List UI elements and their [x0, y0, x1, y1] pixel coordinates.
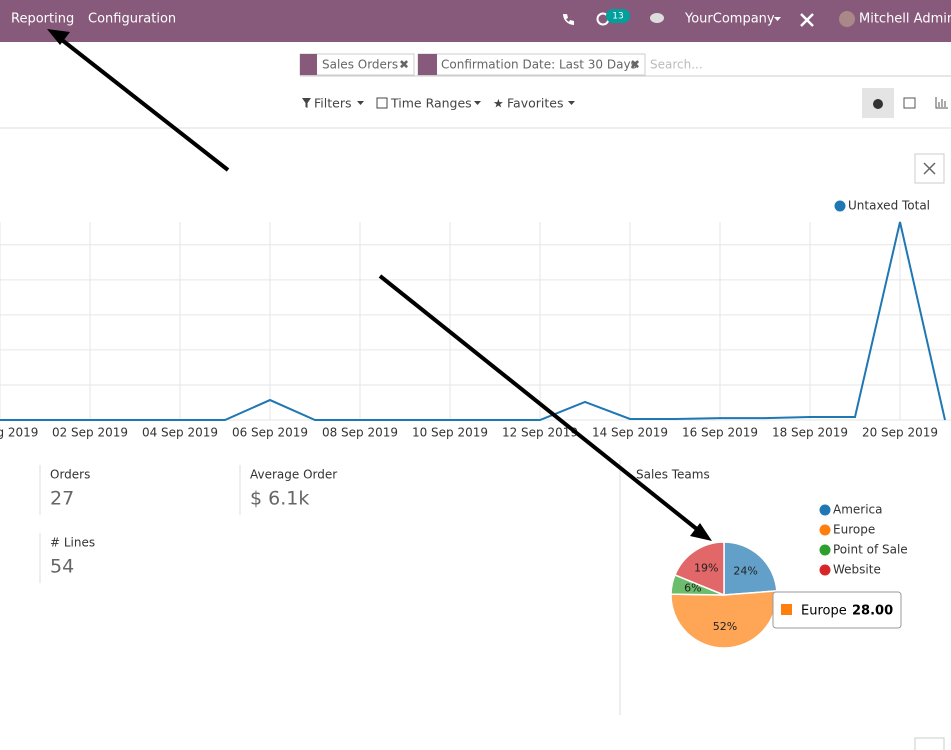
arrow [378, 274, 700, 532]
annotations [47, 29, 712, 541]
avatar[interactable] [839, 11, 855, 27]
slice-label: 19% [694, 562, 718, 575]
kpi-label: Average Order [250, 468, 337, 482]
x-tick-label: 20 Sep 2019 [862, 426, 938, 440]
x-tick-label: 10 Sep 2019 [412, 426, 488, 440]
x-tick-label: 16 Sep 2019 [682, 426, 758, 440]
plots: 31 Aug 2019 02 Sep 2019 04 Sep 2019 06 Sep … [0, 199, 951, 649]
filter-button[interactable]: Time Ranges [390, 96, 472, 111]
legend-label: Untaxed Total [848, 199, 930, 213]
x-tick-label: 04 Sep 2019 [142, 426, 218, 440]
company[interactable]: YourCompany [684, 12, 775, 27]
menu-item[interactable]: Reporting [11, 12, 74, 27]
navbar [0, 0, 951, 42]
filter-button[interactable]: Filters [314, 96, 351, 111]
chart-title: Sales Teams [636, 468, 710, 482]
x-tick-label: 14 Sep 2019 [592, 426, 668, 440]
x-tick-label: 31 Aug 2019 [0, 426, 38, 440]
tooltip-swatch [781, 604, 792, 615]
pivot-icon[interactable] [903, 97, 916, 109]
badge-count: 13 [612, 12, 623, 22]
x-tick-label: 06 Sep 2019 [232, 426, 308, 440]
x-tick-label: 08 Sep 2019 [322, 426, 398, 440]
calendar-icon [376, 97, 388, 109]
facet-remove[interactable]: ✖ [630, 58, 640, 72]
dashboard-icon [873, 99, 883, 109]
legend-marker [819, 524, 831, 536]
legend-label: Europe [833, 523, 875, 537]
legend-label: Point of Sale [833, 543, 908, 557]
search-input[interactable]: Search... [650, 58, 703, 72]
line-series [0, 221, 946, 421]
facet-icon [418, 54, 437, 75]
tooltip-value: 28.00 [852, 604, 893, 619]
legend-marker [819, 544, 831, 556]
legend-marker [819, 504, 831, 516]
menu-item[interactable]: Configuration [88, 12, 176, 27]
slice-label: 24% [733, 565, 757, 578]
legend-marker [819, 564, 831, 576]
kpi-value: 27 [50, 488, 74, 510]
legend-marker [834, 200, 846, 212]
star-icon: ★ [493, 97, 504, 111]
kpi-value: 54 [50, 556, 74, 578]
facet-icon [300, 54, 317, 75]
x-tick-label: 18 Sep 2019 [772, 426, 848, 440]
arrowhead [690, 523, 712, 541]
x-tick-label: 12 Sep 2019 [502, 426, 578, 440]
kpi-label: # Lines [50, 536, 95, 550]
badge [606, 9, 630, 23]
legend-label: Website [833, 563, 881, 577]
slice-label: 6% [684, 582, 701, 595]
caret [774, 17, 781, 21]
expand-icon [923, 162, 936, 175]
x-tick-label: 02 Sep 2019 [52, 426, 128, 440]
facet-label: Confirmation Date: Last 30 Days [441, 58, 637, 72]
slice-label: 52% [713, 620, 737, 633]
expand-button[interactable] [914, 737, 945, 750]
arrowhead [47, 29, 70, 45]
pie-slice [673, 541, 725, 597]
kpi-label: Orders [50, 468, 90, 482]
chat-icon[interactable] [650, 13, 664, 23]
user[interactable]: Mitchell Admin [859, 12, 951, 27]
facet-remove[interactable]: ✖ [399, 58, 409, 72]
legend-label: America [833, 503, 883, 517]
filter-button[interactable]: Favorites [507, 96, 563, 111]
tooltip-label: Europe [801, 604, 847, 619]
arrow [60, 38, 230, 172]
filter-icon [302, 98, 311, 108]
tooltip [772, 591, 902, 629]
facet-label: Sales Orders [322, 58, 398, 72]
kpi-value: $ 6.1k [250, 488, 309, 510]
graph-icon[interactable] [935, 97, 948, 109]
tools-icon[interactable] [800, 13, 814, 27]
pie-slice [723, 541, 778, 596]
phone-icon[interactable] [563, 14, 574, 25]
expand-button[interactable] [914, 153, 945, 184]
